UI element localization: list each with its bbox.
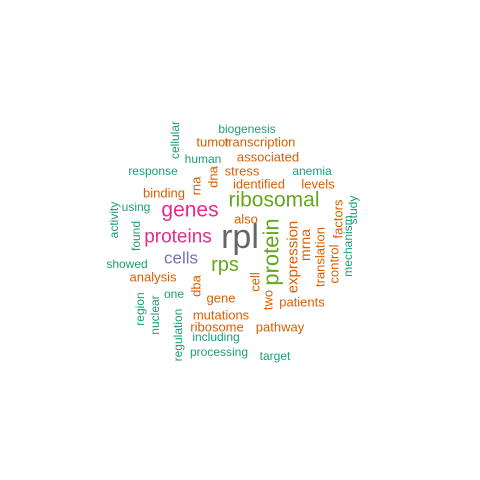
word-using: using xyxy=(122,200,151,214)
word-rpl: rpl xyxy=(221,218,259,256)
word-identified: identified xyxy=(233,177,285,192)
word-factors: factors xyxy=(331,199,346,239)
word-dna: dna xyxy=(206,165,221,187)
word-translation: translation xyxy=(313,227,328,287)
word-mutations: mutations xyxy=(193,308,250,323)
word-protein: protein xyxy=(259,218,284,285)
word-analysis: analysis xyxy=(130,270,177,285)
word-target: target xyxy=(260,349,291,363)
word-expression: expression xyxy=(285,221,302,294)
word-proteins: proteins xyxy=(144,227,212,248)
word-pathway: pathway xyxy=(256,320,305,335)
word-regulation: regulation xyxy=(171,309,185,362)
word-nuclear: nuclear xyxy=(148,295,162,334)
word-levels: levels xyxy=(301,177,335,192)
word-mechanism: mechanism xyxy=(341,215,355,276)
word-stress: stress xyxy=(225,164,260,179)
word-binding: binding xyxy=(143,186,185,201)
word-study: study xyxy=(346,196,360,225)
word-biogenesis: biogenesis xyxy=(218,122,275,136)
word-tumor: tumor xyxy=(196,135,230,150)
word-rps: rps xyxy=(211,254,239,276)
word-patients: patients xyxy=(279,295,325,310)
word-processing: processing xyxy=(190,345,248,359)
word-cellular: cellular xyxy=(168,121,182,159)
word-transcription: transcription xyxy=(225,135,296,150)
word-mrna: mrna xyxy=(297,229,313,261)
word-cells: cells xyxy=(164,249,198,268)
word-activity: activity xyxy=(107,202,121,239)
word-including: including xyxy=(192,330,239,344)
word-region: region xyxy=(133,292,147,325)
word-rna: rna xyxy=(189,176,204,196)
word-found: found xyxy=(129,221,143,251)
word-response: response xyxy=(128,164,178,178)
word-one: one xyxy=(164,287,184,301)
word-associated: associated xyxy=(237,150,299,165)
word-gene: gene xyxy=(207,291,236,306)
word-cell: cell xyxy=(248,272,263,292)
word-two: two xyxy=(261,290,276,310)
word-also: also xyxy=(234,212,258,227)
word-showed: showed xyxy=(106,257,147,271)
word-ribosomal: ribosomal xyxy=(228,189,319,212)
word-control: control xyxy=(327,244,342,283)
word-human: human xyxy=(185,152,222,166)
word-genes: genes xyxy=(161,199,218,222)
word-anemia: anemia xyxy=(292,164,332,178)
word-dba: dba xyxy=(189,274,204,296)
word-ribosome: ribosome xyxy=(190,320,243,335)
